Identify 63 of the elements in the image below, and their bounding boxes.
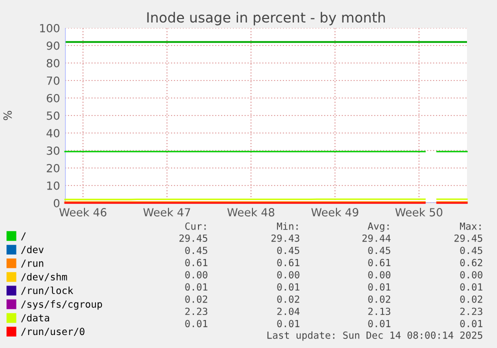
y-tick-label: 30 xyxy=(46,146,60,155)
legend-label: /run/user/0 xyxy=(21,328,84,336)
text: 0.61 xyxy=(277,258,300,266)
text: 0.00 xyxy=(368,271,390,278)
legend-label: /run xyxy=(21,260,44,268)
text: 0.45 xyxy=(460,246,482,254)
text: 2.23 xyxy=(460,308,482,316)
text: 29.45 xyxy=(179,234,208,242)
x-tick-label: Week 46 xyxy=(59,208,106,216)
text: 29.43 xyxy=(271,234,300,242)
text: 29.45 xyxy=(454,234,482,242)
text: 0.62 xyxy=(460,258,482,266)
text: 29.44 xyxy=(362,234,391,242)
text: 0.45 xyxy=(368,246,390,254)
text: 0.02 xyxy=(460,295,482,303)
text: 0.00 xyxy=(185,271,208,278)
text: Cur: xyxy=(185,222,206,230)
chart-title: Inode usage in percent - by month xyxy=(147,12,385,26)
y-tick-label: 0 xyxy=(54,198,60,208)
text: 2.13 xyxy=(368,308,390,316)
text: 0.02 xyxy=(368,295,390,303)
y-tick-label: 60 xyxy=(46,94,60,102)
text: 0.00 xyxy=(460,271,482,278)
y-tick-label: 40 xyxy=(46,128,60,138)
y-tick-label: 20 xyxy=(46,164,60,172)
y-tick-label: 90 xyxy=(46,41,60,50)
y-tick-label: 10 xyxy=(47,181,60,190)
text: 0.01 xyxy=(277,283,300,291)
legend-label: /sys/fs/cgroup xyxy=(21,300,102,310)
text: 0.01 xyxy=(368,320,390,328)
text: 2.23 xyxy=(185,308,208,316)
text: 0.61 xyxy=(185,258,208,266)
text: 0.45 xyxy=(185,246,208,254)
y-tick-label: 70 xyxy=(46,76,60,85)
text: 0.01 xyxy=(185,283,208,291)
text: 0.61 xyxy=(368,258,390,266)
y-tick-label: 100 xyxy=(40,24,60,32)
x-tick-label: Week 50 xyxy=(395,208,442,216)
legend-label: / xyxy=(21,232,26,240)
legend-label: /run/lock xyxy=(21,286,74,295)
y-tick-label: 80 xyxy=(46,58,60,68)
x-tick-label: Week 48 xyxy=(227,208,274,216)
text: 0.00 xyxy=(277,271,300,278)
text: 0.45 xyxy=(277,246,300,254)
text: 0.02 xyxy=(277,295,300,303)
y-tick-label: 50 xyxy=(46,111,60,120)
text: 0.01 xyxy=(185,320,208,328)
text: 0.01 xyxy=(460,283,482,291)
text: Last update: Sun Dec 14 08:00:14 2025 xyxy=(267,331,482,341)
text: 0.01 xyxy=(368,283,390,291)
text: 0.01 xyxy=(460,320,482,328)
text: Min: xyxy=(276,222,298,230)
text: Max: xyxy=(460,222,481,230)
text: 2.04 xyxy=(277,308,300,316)
legend-label: /dev xyxy=(21,246,44,254)
legend-label: /data xyxy=(21,314,50,322)
text: Avg: xyxy=(368,222,389,232)
x-tick-label: Week 49 xyxy=(311,208,358,216)
x-tick-label: Week 47 xyxy=(143,208,190,216)
legend-label: /dev/shm xyxy=(21,272,67,282)
text: 0.01 xyxy=(277,320,300,328)
y-axis-title: % xyxy=(3,110,12,120)
text: 0.02 xyxy=(185,295,208,303)
